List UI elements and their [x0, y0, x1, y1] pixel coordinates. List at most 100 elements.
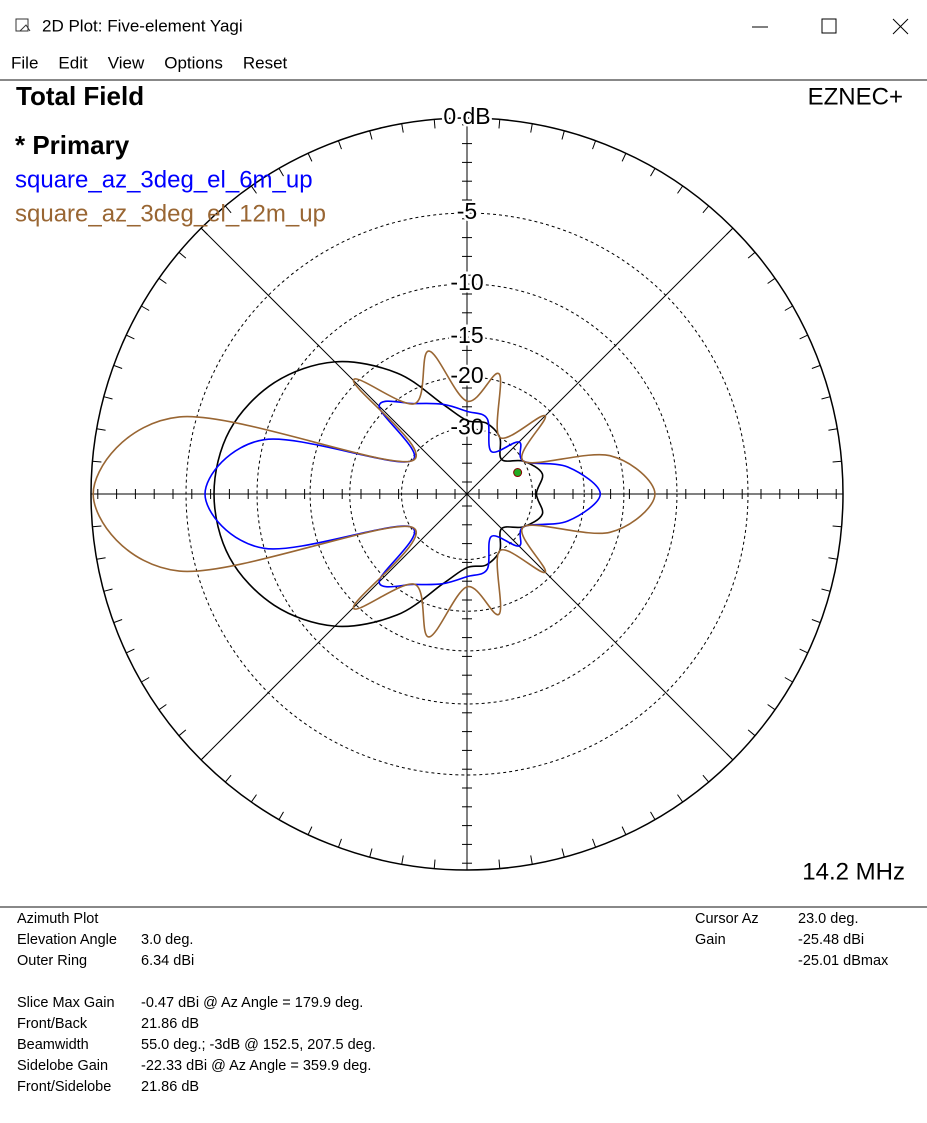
app-icon	[15, 18, 31, 32]
ring	[349, 376, 585, 612]
angle-tick	[113, 619, 123, 624]
maximize-button[interactable]	[821, 18, 837, 34]
info-text: Azimuth Plot	[17, 911, 98, 927]
info-value: -25.48 dBi	[798, 932, 864, 948]
angle-tick	[250, 794, 257, 803]
info-value: -0.47 dBi @ Az Angle = 179.9 deg.	[141, 995, 363, 1011]
angle-tick	[337, 838, 342, 848]
menu-item[interactable]: Options	[164, 53, 223, 72]
angle-tick	[96, 557, 106, 560]
angle-tick	[498, 119, 501, 129]
angle-tick	[126, 648, 135, 654]
angle-tick	[621, 826, 627, 835]
angle-tick	[621, 153, 627, 162]
angle-tick	[799, 648, 808, 654]
angle-tick	[747, 729, 756, 737]
info-value: 23.0 deg.	[798, 911, 858, 927]
angle-tick	[650, 168, 656, 177]
ring-label: -20	[450, 362, 483, 388]
ring-label: 0 dB	[443, 103, 490, 129]
angle-tick	[92, 460, 102, 463]
angle-tick	[592, 838, 597, 848]
angle-tick	[278, 811, 284, 820]
window-title: 2D Plot: Five-element Yagi	[42, 16, 243, 35]
info-label: Front/Sidelobe	[17, 1079, 111, 1095]
angle-tick	[702, 774, 710, 783]
angle-tick	[498, 859, 501, 869]
angle-tick	[530, 855, 533, 865]
angle-tick	[747, 251, 756, 259]
info-label: Sidelobe Gain	[17, 1058, 108, 1074]
angle-tick	[828, 557, 838, 560]
angle-tick	[726, 753, 734, 761]
angle-tick	[767, 277, 776, 284]
info-label: Beamwidth	[17, 1037, 89, 1053]
angle-tick	[677, 794, 684, 803]
ring	[309, 336, 625, 652]
angle-tick	[113, 364, 123, 369]
info-label: Front/Back	[17, 1016, 88, 1032]
angle-tick	[530, 123, 533, 133]
frequency: 14.2 MHz	[802, 858, 905, 885]
angle-tick	[224, 205, 232, 214]
info-value: 3.0 deg.	[141, 932, 193, 948]
angle-tick	[726, 227, 734, 235]
legend-entry: square_az_3deg_el_12m_up	[15, 200, 326, 227]
angle-tick	[702, 205, 710, 214]
angle-tick	[126, 334, 135, 340]
angle-tick	[200, 753, 208, 761]
angle-tick	[92, 525, 102, 528]
info-label: Slice Max Gain	[17, 995, 115, 1011]
angle-tick	[821, 396, 831, 400]
angle-tick	[141, 305, 150, 311]
brand: EZNEC+	[808, 83, 903, 110]
plot-title: Total Field	[16, 81, 144, 111]
angle-tick	[832, 525, 842, 528]
angle-tick	[369, 848, 373, 858]
menu-item[interactable]: Reset	[243, 53, 288, 72]
angle-tick	[811, 619, 821, 624]
ring	[401, 428, 533, 560]
menu-item[interactable]: Edit	[58, 53, 88, 72]
angle-tick	[337, 140, 342, 150]
info-value: 6.34 dBi	[141, 953, 194, 969]
menu-item[interactable]: View	[108, 53, 145, 72]
info-value: 55.0 deg.; -3dB @ 152.5, 207.5 deg.	[141, 1037, 376, 1053]
ring	[256, 283, 678, 705]
ring	[185, 212, 749, 776]
info-value: 21.86 dB	[141, 1016, 199, 1032]
info-label: Gain	[695, 932, 726, 948]
legend-entry: * Primary	[15, 130, 130, 160]
menu-item[interactable]: File	[11, 53, 38, 72]
angle-tick	[278, 168, 284, 177]
angle-tick	[401, 855, 404, 865]
pattern-curve	[204, 400, 602, 588]
angle-tick	[200, 227, 208, 235]
angle-tick	[307, 153, 313, 162]
angle-tick	[401, 123, 404, 133]
angle-tick	[103, 396, 113, 400]
info-value: -22.33 dBi @ Az Angle = 359.9 deg.	[141, 1058, 371, 1074]
angle-tick	[103, 588, 113, 592]
angle-tick	[250, 185, 257, 194]
angle-tick	[158, 277, 167, 284]
info-value: -25.01 dBmax	[798, 953, 889, 969]
angle-tick	[561, 130, 565, 140]
ring-label: -15	[450, 322, 483, 348]
angle-tick	[677, 185, 684, 194]
angle-tick	[178, 729, 187, 737]
close-button[interactable]	[892, 18, 909, 35]
angle-tick	[821, 588, 831, 592]
angle-tick	[650, 811, 656, 820]
ring-label: -30	[450, 414, 483, 440]
ring-label: -5	[457, 198, 477, 224]
angle-tick	[767, 704, 776, 711]
title-area	[0, 0, 927, 80]
info-panel: Azimuth Plot Elevation Angle 3.0 deg. Outer…	[17, 911, 889, 1095]
pattern-curve	[92, 350, 656, 638]
info-label: Elevation Angle	[17, 932, 117, 948]
angle-tick	[832, 460, 842, 463]
menu-bar: File Edit View Options Reset	[11, 53, 288, 72]
angle-tick	[369, 130, 373, 140]
